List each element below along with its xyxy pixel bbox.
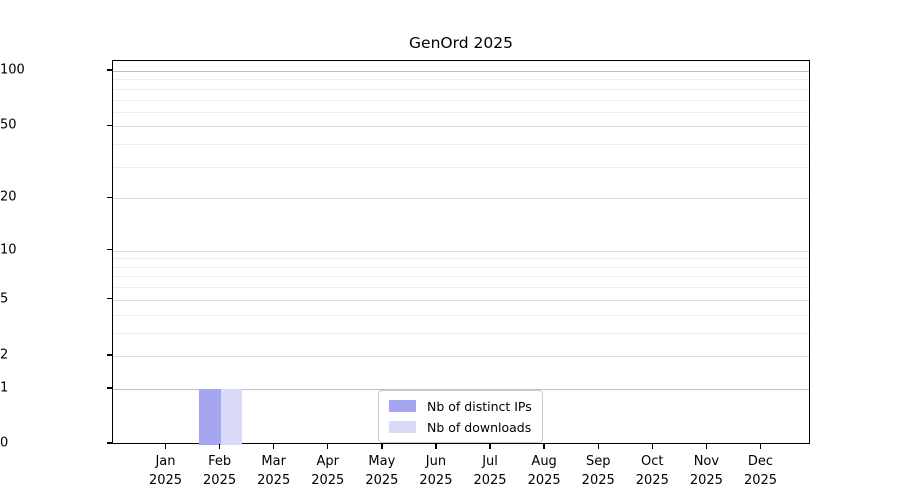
x-tick: [597, 444, 599, 449]
gridline-minor: [113, 79, 809, 81]
legend-item: Nb of distinct IPs: [389, 397, 532, 415]
legend: Nb of distinct IPs Nb of downloads: [378, 390, 543, 443]
x-tick-label: Oct 2025: [635, 454, 669, 488]
bar-nb-of-distinct-ips-feb: [198, 388, 221, 445]
y-tick-label: 50: [0, 117, 17, 133]
x-tick-label: Nov 2025: [689, 454, 723, 488]
x-tick: [381, 444, 383, 449]
x-tick-label: Apr 2025: [311, 454, 345, 488]
legend-label: Nb of downloads: [427, 419, 532, 435]
gridline-minor: [113, 314, 809, 316]
x-tick: [489, 444, 491, 449]
y-tick-label: 20: [0, 189, 17, 205]
legend-item: Nb of downloads: [389, 418, 532, 436]
gridline-minor: [113, 88, 809, 90]
y-tick: [106, 69, 112, 71]
y-tick-label: 0: [0, 435, 9, 451]
x-tick: [705, 444, 708, 449]
x-tick-label: Feb 2025: [203, 454, 237, 488]
x-tick-label: Jan 2025: [148, 454, 183, 488]
gridline-minor: [113, 258, 809, 260]
x-tick-label: May 2025: [365, 454, 399, 488]
x-tick: [543, 444, 545, 449]
x-tick-label: Sep 2025: [581, 454, 615, 488]
gridline-major: [113, 299, 809, 301]
x-tick: [218, 444, 221, 449]
legend-swatch-nb-of-downloads: [389, 421, 416, 433]
x-tick-label: Aug 2025: [527, 454, 561, 488]
y-tick-label: 5: [0, 291, 9, 307]
bar-nb-of-downloads-feb: [220, 388, 243, 445]
legend-swatch-nb-of-distinct-ips: [389, 400, 416, 412]
y-tick: [106, 387, 112, 389]
y-tick: [106, 298, 112, 300]
y-tick-label: 1: [0, 380, 9, 396]
x-tick-label: Jul 2025: [473, 454, 507, 488]
y-tick-label: 100: [0, 62, 25, 78]
chart-title: GenOrd 2025: [409, 34, 513, 52]
x-tick: [272, 444, 275, 449]
y-tick: [106, 442, 112, 444]
y-tick-label: 10: [0, 242, 17, 258]
x-tick-label: Mar 2025: [257, 454, 291, 488]
y-tick: [106, 124, 112, 127]
gridline-minor: [113, 166, 809, 168]
x-tick: [435, 444, 437, 449]
gridline-major: [113, 71, 809, 72]
gridline-minor: [113, 332, 809, 334]
x-tick: [759, 444, 762, 449]
y-tick: [106, 248, 112, 251]
gridline-major: [113, 355, 809, 357]
gridline-minor: [113, 287, 809, 289]
y-tick: [106, 196, 112, 198]
gridline-minor: [113, 266, 809, 268]
gridline-minor: [113, 276, 809, 278]
x-tick-label: Jun 2025: [419, 454, 453, 488]
plot-area: [112, 60, 810, 445]
x-tick-label: Dec 2025: [743, 454, 778, 488]
y-tick: [106, 354, 112, 356]
gridline-major: [113, 126, 809, 128]
gridline-major: [113, 250, 809, 252]
x-tick: [651, 444, 653, 449]
x-tick: [327, 444, 329, 449]
gridline-major: [113, 388, 809, 390]
y-tick-label: 2: [0, 347, 9, 363]
gridline-minor: [113, 99, 809, 101]
gridline-minor: [113, 111, 809, 113]
gridline-minor: [113, 144, 809, 146]
x-tick: [164, 444, 167, 449]
legend-label: Nb of distinct IPs: [427, 398, 532, 414]
gridline-major: [113, 198, 809, 200]
